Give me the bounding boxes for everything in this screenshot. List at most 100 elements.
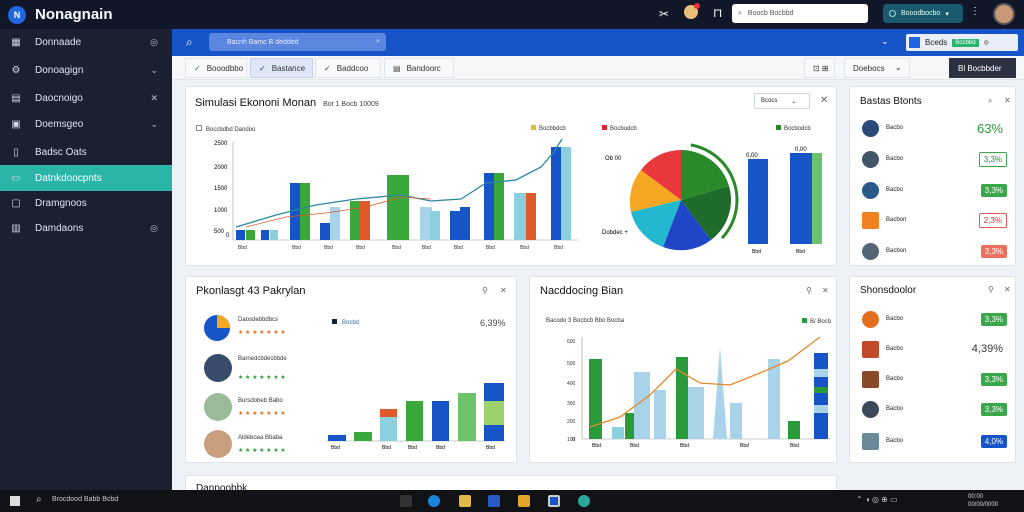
pin-icon[interactable]: ⚲ [482, 286, 488, 295]
sidebar-item-donoagign[interactable]: ⚙ Donoagign ⌄ [11, 64, 158, 76]
taskbar-search[interactable]: Brocdood Babb Bcbd [52, 496, 119, 503]
task-view-icon[interactable] [400, 495, 412, 507]
avatar [862, 370, 879, 388]
bar [484, 173, 494, 240]
top-bar: N Nonagnain ✂ ⊓ ⌕ Boocb Bocbbd Booodbocb… [0, 0, 1024, 29]
stat-row: Bacbo 4,0% [862, 430, 1007, 452]
app-title: Nonagnain [35, 6, 113, 23]
period-dropdown[interactable]: Bcocs ⌄ [754, 93, 810, 109]
close-icon[interactable]: ✕ [820, 95, 829, 106]
stat-row: Bacbo 3,3% [862, 308, 1007, 330]
pie-slice [663, 200, 711, 251]
trend-line [589, 336, 821, 428]
window-icon: ▢ [11, 197, 21, 209]
bar [354, 432, 372, 441]
tray-icons[interactable]: ⌃ ◑ ◎ ⊕ ▭ [856, 495, 898, 504]
menu-icon[interactable]: ⋮ [970, 6, 980, 17]
bar [328, 435, 346, 441]
stat-value: 4,39% [971, 343, 1003, 355]
bar [589, 359, 602, 439]
tick-label: 300 [567, 401, 576, 407]
global-search-input[interactable]: ⌕ Boocb Bocbbd [732, 4, 868, 23]
pie-slice [681, 150, 729, 200]
tick-label: 0 [226, 233, 230, 239]
bar [450, 211, 460, 240]
sidebar-item-damdaons[interactable]: ▥ Damdaons ◎ [11, 222, 158, 234]
content-header-bar: ⌕ Bacnh Bamc B dedded ⌕ ⌄ Bceds Bocbbd ◎ [172, 29, 1024, 56]
start-icon[interactable] [10, 496, 20, 506]
close-icon[interactable]: ✕ [1004, 285, 1011, 294]
clock[interactable]: 00:00 00/00/0000 [968, 494, 999, 508]
x-tick-labels: Bbd Bbd Bbd Bbd Bbd Bbd Bbd Bbd Bbd Bbd [238, 245, 563, 251]
sort-dropdown[interactable]: Doebocs [844, 58, 910, 78]
sidebar-item-daocnoigo[interactable]: ▤ Daocnoigo ✕ [11, 92, 158, 104]
grid-icon: ▦ [11, 36, 21, 48]
bookmark-icon[interactable]: ⊓ [713, 6, 723, 20]
stats-title: Bastas Btonts [860, 96, 922, 107]
tick-label: Bbd [486, 445, 495, 451]
sidebar-item-dramgnoos[interactable]: ▢ Dramgnoos [11, 197, 87, 209]
search-icon[interactable]: ⌕ [36, 494, 42, 505]
notification-badge [694, 3, 700, 9]
trend-line [235, 138, 563, 228]
ranking-pie [204, 315, 230, 341]
tools-icon[interactable]: ✂ [659, 7, 670, 21]
workspace-selector[interactable]: Booodbocbo ▾ [883, 4, 963, 23]
tick-label: Bbd [554, 245, 563, 251]
close-icon[interactable]: ✕ [500, 286, 507, 295]
pin-icon[interactable]: ⌕ [988, 96, 993, 105]
main-chart: 2500 2000 1500 1000 500 0 [214, 138, 822, 258]
sidebar-item-badsc-oats[interactable]: ▯ Badsc Oats [0, 139, 172, 165]
taskbar: ⌕ Brocdood Babb Bcbd ⌃ ◑ ◎ ⊕ ▭ 00:00 00/0… [0, 490, 1024, 512]
files-icon[interactable] [518, 495, 530, 507]
card-title: Nacddocing Bian [540, 285, 624, 297]
bar [484, 401, 504, 425]
tab-bandoorc[interactable]: ▤ Bandoorc [384, 58, 454, 78]
tick-label: 600 [567, 339, 576, 345]
rating-stars: ★ ★ ★ ★ ★ ★ ★ [238, 330, 286, 336]
close-icon[interactable]: ✕ [822, 286, 829, 295]
tab-baddcoo[interactable]: ✓ Baddcoo [315, 58, 381, 78]
tick-label: Bbd [238, 245, 247, 251]
tick-label: 100 [567, 437, 576, 443]
tick-label: 200 [567, 419, 576, 425]
legend-item-4: Bocbodcb [776, 125, 811, 132]
pin-icon[interactable]: ⚲ [988, 285, 994, 294]
tab-booodbbo[interactable]: ✓ Booodbbo [185, 58, 247, 78]
account-chip[interactable]: Bceds Bocbbd ◎ [906, 34, 1018, 51]
bar [380, 417, 397, 441]
legend-item: Bocbd [332, 319, 359, 326]
pin-icon[interactable]: ⚲ [806, 286, 812, 295]
export-button[interactable]: Bl Bocbbder [949, 58, 1016, 78]
chevron-down-icon[interactable]: ⌄ [881, 36, 889, 46]
bar [432, 401, 449, 441]
tick-label: Bbd [382, 445, 391, 451]
sidebar-item-datnkdoocpnts[interactable]: ▭ Datnkdoocpnts [0, 165, 172, 191]
folder-icon[interactable] [459, 495, 471, 507]
avatar [204, 430, 232, 458]
legend-item: B/ Bocb [802, 318, 831, 325]
sidebar-item-donnaade[interactable]: ▦ Donnaade ◎ [11, 36, 158, 48]
user-avatar[interactable] [993, 3, 1015, 25]
stat-value: 3,3% [980, 402, 1007, 416]
view-toggle-button[interactable]: ⊡ ⊞ [804, 58, 835, 78]
bar [380, 409, 397, 417]
avatar [862, 242, 879, 260]
tick-label: 2000 [214, 165, 228, 171]
bar [551, 147, 561, 240]
ranking-percent: 6,39% [480, 318, 506, 328]
app-icon[interactable] [548, 495, 560, 507]
main-chart-bars [236, 147, 571, 240]
content-search-input[interactable]: Bacnh Bamc B dedded ⌕ [209, 33, 386, 51]
tab-bastance[interactable]: ✓ Bastance [250, 58, 313, 78]
main-chart-ticks: 2500 2000 1500 1000 500 0 [214, 141, 230, 239]
tick-label: Bbd [292, 245, 301, 251]
bar [320, 223, 330, 240]
bar [526, 193, 536, 240]
word-icon[interactable] [488, 495, 500, 507]
browser-icon[interactable] [428, 495, 440, 507]
sidebar-item-doemsgeo[interactable]: ▣ Doemsgeo ⌄ [11, 118, 158, 130]
chat-icon[interactable] [578, 495, 590, 507]
close-icon[interactable]: ✕ [1004, 96, 1011, 105]
search-icon[interactable]: ⌕ [186, 35, 193, 49]
